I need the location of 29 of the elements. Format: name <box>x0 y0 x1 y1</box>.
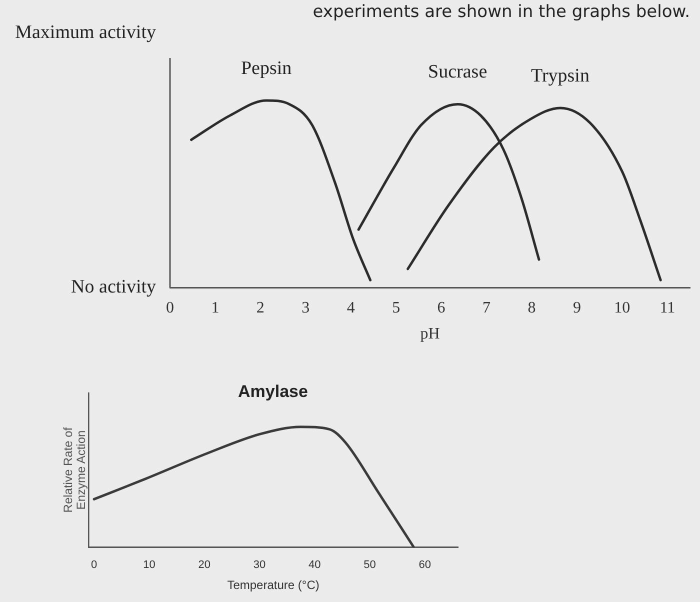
y-axis-title: Relative Rate of Enzyme Action <box>61 426 88 515</box>
x-tick-label: 9 <box>572 299 581 316</box>
series-label: Sucrase <box>428 62 488 83</box>
x-tick-label: 4 <box>346 299 355 316</box>
x-tick-label: 10 <box>614 299 630 316</box>
text: experiments are shown in the graphs below. <box>312 2 690 22</box>
x-tick-label: 11 <box>660 299 676 316</box>
x-tick-label: 10 <box>143 559 156 572</box>
x-tick-label: 50 <box>364 559 376 572</box>
x-tick-label: 7 <box>482 299 491 316</box>
x-tick-label: 2 <box>256 299 264 316</box>
series-label: Trypsin <box>531 65 590 86</box>
x-tick-label: 0 <box>90 559 98 572</box>
x-tick-label: 8 <box>528 299 536 316</box>
x-tick-label: 1 <box>211 299 220 316</box>
x-tick-label: 0 <box>166 299 174 316</box>
x-tick-label: 60 <box>418 559 432 572</box>
x-tick-label: 5 <box>392 299 400 316</box>
x-tick-label: 6 <box>437 299 446 316</box>
x-axis-title: Temperature (°C) <box>227 578 320 592</box>
x-tick-label: 3 <box>302 299 310 316</box>
x-tick-label: 20 <box>198 559 210 572</box>
text: No activity <box>71 276 156 298</box>
x-tick-label: 40 <box>308 559 321 572</box>
text: Maximum activity <box>15 22 156 43</box>
chart-title: Amylase <box>238 382 308 401</box>
x-tick-label: 30 <box>253 559 266 572</box>
x-axis-title: pH <box>420 326 440 343</box>
series-label: Pepsin <box>240 58 292 79</box>
